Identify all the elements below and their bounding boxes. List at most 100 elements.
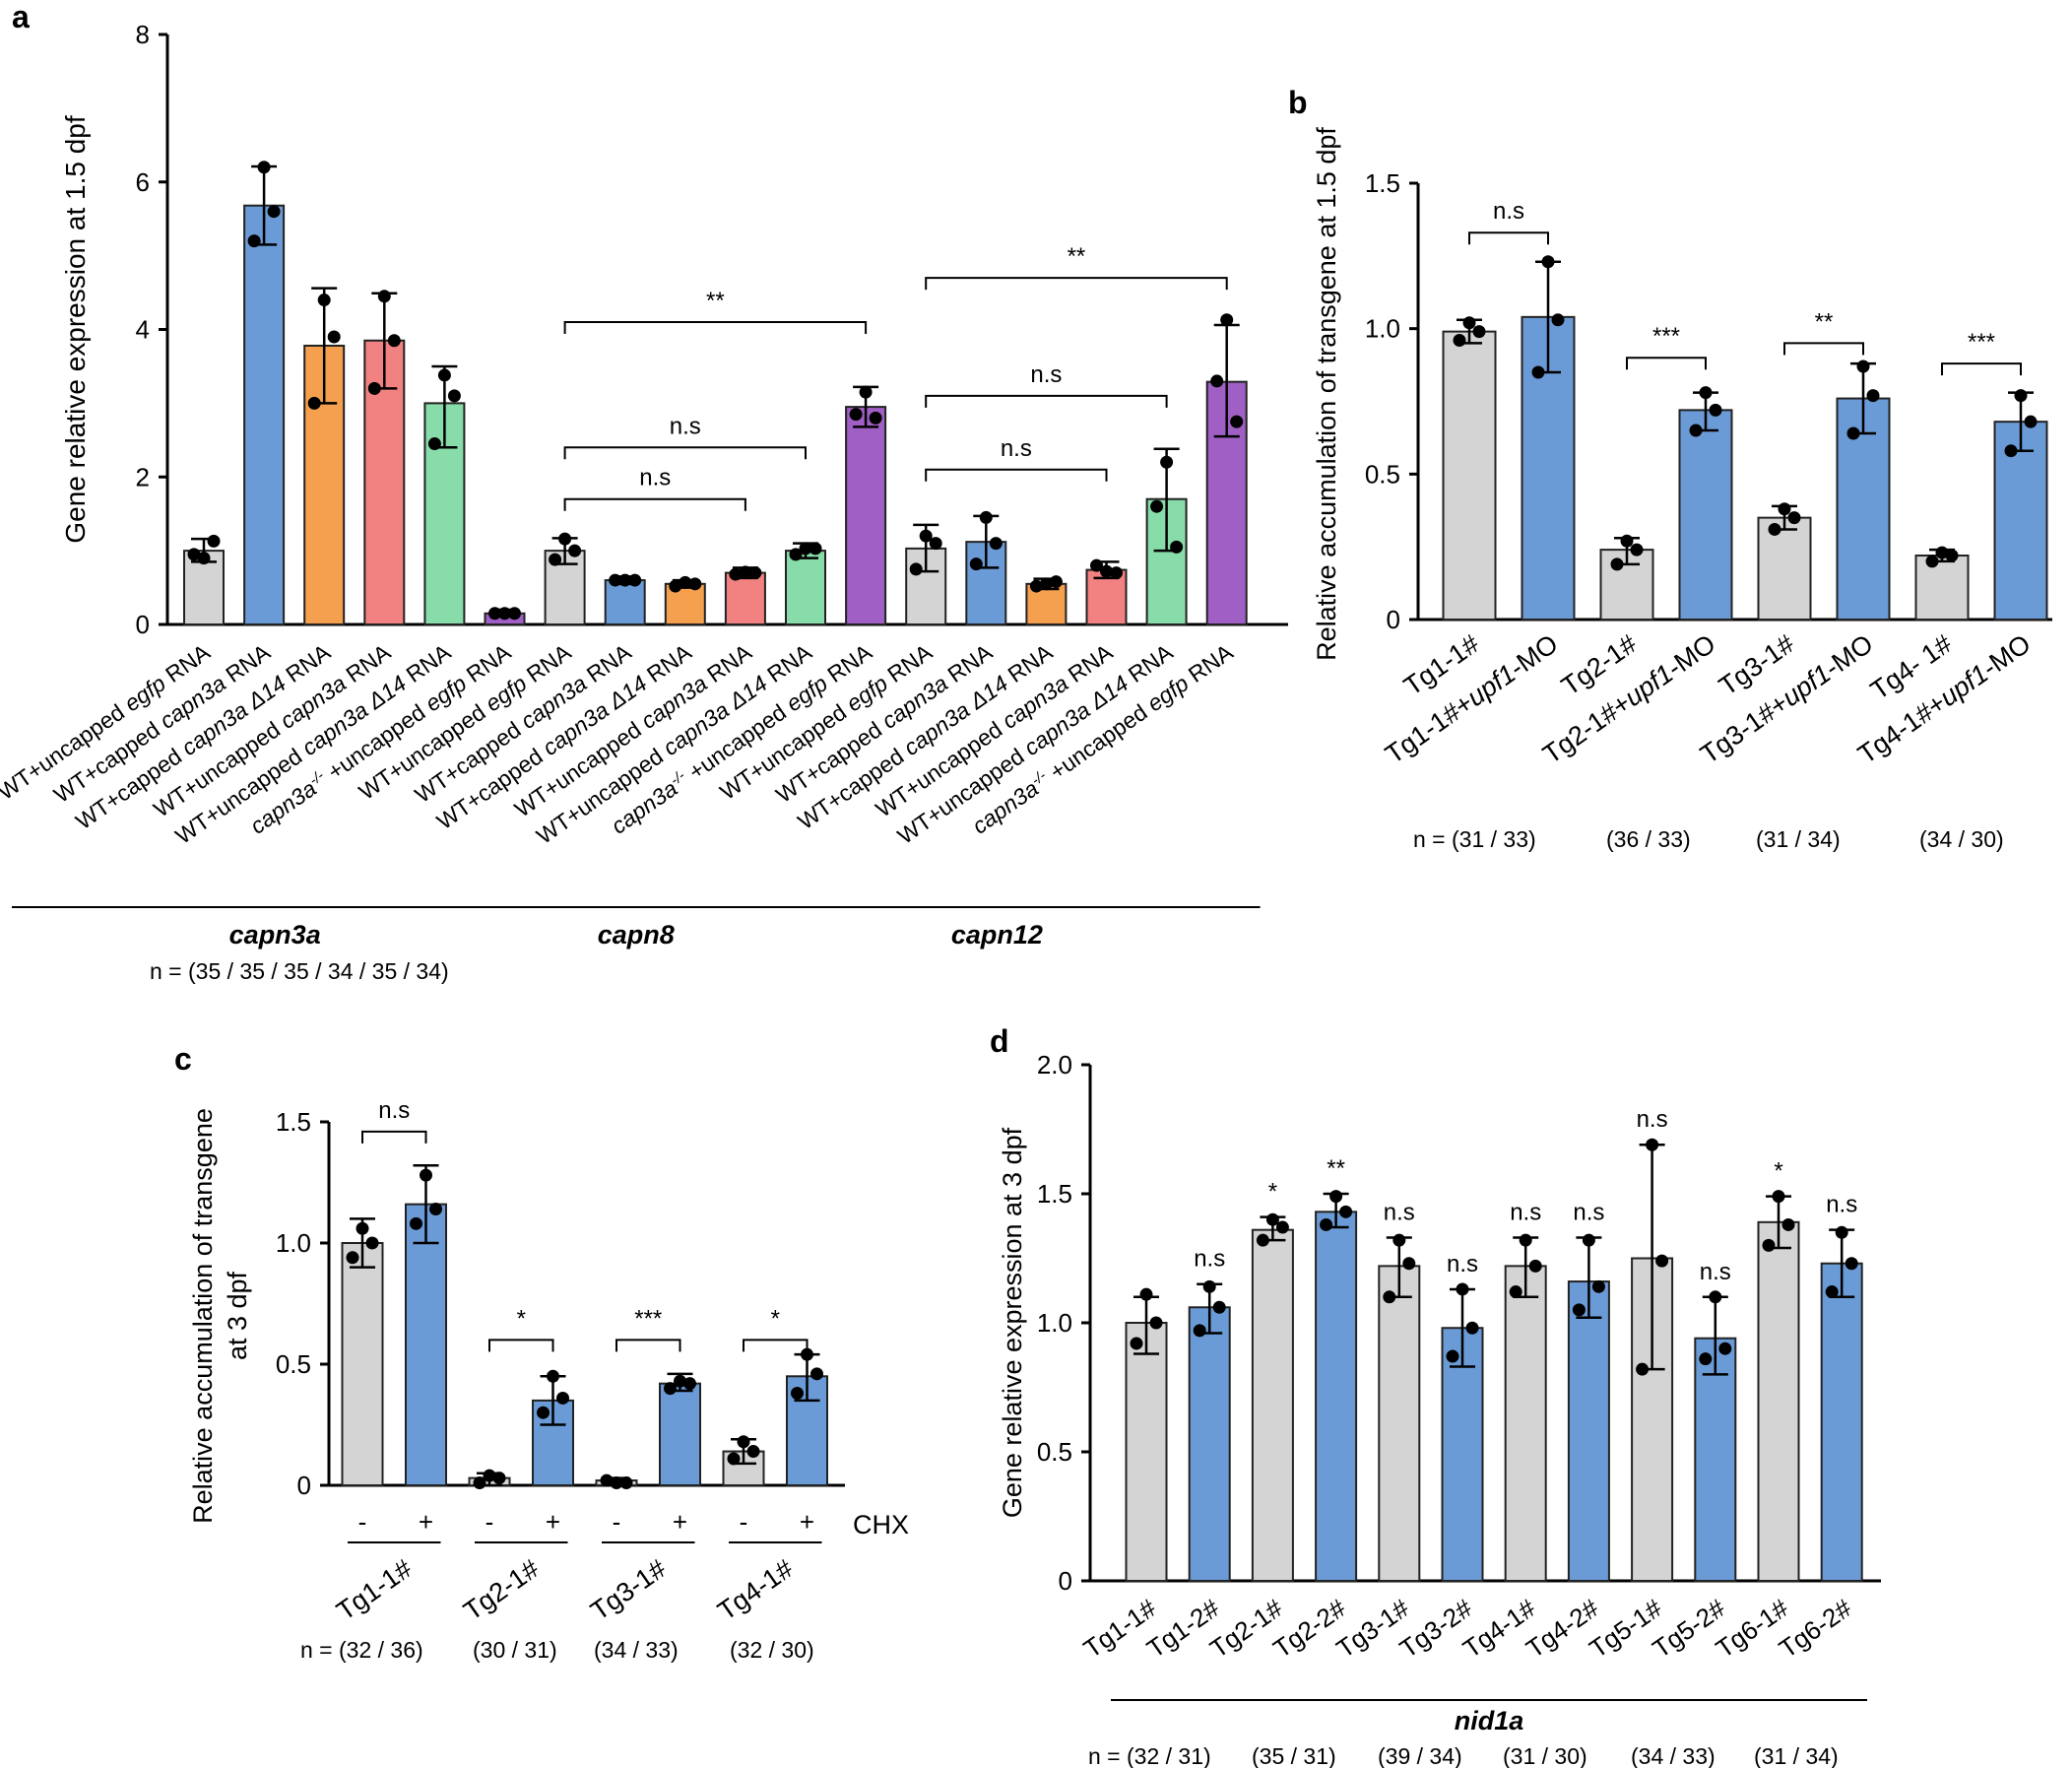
- panel-a-n-label: n = (35 / 35 / 35 / 34 / 35 / 34): [150, 958, 449, 984]
- panel-d-x-tick-label: Tg6-1#: [1711, 1593, 1794, 1664]
- panel-a-data-point: [558, 532, 572, 546]
- panel-c-x-tick-label: -: [613, 1507, 621, 1537]
- panel-b-bar: [1836, 397, 1891, 621]
- panel-b-data-point: [1866, 389, 1880, 403]
- panel-a-data-point: [789, 548, 803, 561]
- panel-d-significance-label: *: [1774, 1158, 1782, 1185]
- panel-a-data-point: [327, 330, 341, 344]
- panel-b-label: b: [1288, 85, 1308, 120]
- panel-a-data-point: [628, 573, 642, 587]
- panel-a-y-tick-label: 4: [136, 315, 150, 345]
- panel-c-data-point: [810, 1367, 823, 1381]
- panel-b-significance-bracket: [1468, 231, 1549, 245]
- panel-a-significance-bracket: [563, 497, 746, 511]
- panel-c-data-point: [801, 1347, 813, 1361]
- panel-d-data-point: [1446, 1349, 1459, 1363]
- panel-a-group-label: capn8: [598, 920, 675, 949]
- panel-b-data-point: [1541, 255, 1555, 269]
- panel-a-data-point: [669, 579, 682, 593]
- panel-c-data-point: [537, 1406, 550, 1419]
- panel-a-data-point: [869, 411, 882, 425]
- panel-a-data-point: [488, 607, 501, 621]
- panel-d-bar: [1820, 1262, 1863, 1582]
- panel-c-y-axis-title: at 3 dpf: [223, 1271, 252, 1360]
- panel-a-data-point: [267, 205, 281, 219]
- panel-c-x-tick-label: -: [740, 1507, 748, 1537]
- panel-d-x-tick-label: Tg1-1#: [1078, 1593, 1162, 1664]
- panel-a-significance-bracket: [563, 321, 868, 335]
- panel-d-data-point: [1825, 1285, 1839, 1299]
- panel-c-data-point: [791, 1387, 804, 1401]
- panel-b-data-point: [1768, 522, 1781, 536]
- panel-b-n-label: n = (31 / 33): [1413, 826, 1536, 852]
- panel-d-data-point: [1275, 1220, 1289, 1234]
- panel-d-n-label: (31 / 34): [1754, 1743, 1839, 1768]
- panel-a-data-point: [1170, 540, 1184, 554]
- panel-a-data-point: [679, 575, 692, 589]
- panel-a-data-point: [317, 294, 331, 307]
- panel-d-data-point: [1139, 1287, 1153, 1301]
- panel-c-data-point: [683, 1377, 696, 1391]
- panel-a-data-point: [498, 607, 511, 621]
- panel-d-bar: [1188, 1306, 1231, 1583]
- panel-c-significance-label: n.s: [378, 1097, 410, 1124]
- panel-a-chart: a Gene relative expression at 1.5 dpf 0 2 4 6…: [0, 0, 1288, 984]
- panel-a-data-point: [568, 544, 582, 557]
- panel-d-bar: [1251, 1228, 1294, 1583]
- panel-d-x-tick-label: Tg6-2#: [1774, 1593, 1857, 1664]
- panel-b-n-label: (36 / 33): [1606, 826, 1691, 852]
- panel-a-data-point: [307, 396, 321, 410]
- panel-a-data-point: [1039, 577, 1053, 591]
- panel-d-data-point: [1572, 1303, 1586, 1317]
- panel-a-data-point: [197, 552, 211, 565]
- panel-a-data-point: [809, 542, 822, 556]
- panel-d-bar: [1504, 1265, 1547, 1582]
- panel-a-bar: [785, 550, 826, 625]
- panel-c-x-tick-label: -: [486, 1507, 494, 1537]
- panel-c-significance-bracket: [488, 1339, 554, 1352]
- panel-d-n-label: n = (32 / 31): [1088, 1743, 1211, 1768]
- panel-d-data-point: [1212, 1300, 1226, 1314]
- panel-c-significance-label: *: [771, 1305, 780, 1332]
- panel-b-bar: [1757, 516, 1812, 622]
- panel-c-group-label: Tg3-1#: [585, 1553, 671, 1626]
- panel-b-data-point: [1472, 325, 1486, 339]
- panel-b-significance-label: ***: [1652, 323, 1680, 350]
- panel-b-data-point: [1462, 316, 1476, 330]
- panel-d-significance-label: n.s: [1194, 1246, 1225, 1273]
- panel-b-y-axis-title: Relative accumulation of transgene at 1.…: [1312, 127, 1341, 661]
- panel-a-data-point: [1110, 566, 1123, 580]
- panel-d-data-point: [1202, 1279, 1216, 1293]
- panel-d-data-point: [1329, 1190, 1343, 1204]
- panel-b-data-point: [1689, 424, 1703, 437]
- panel-b-data-point: [1709, 403, 1722, 417]
- panel-c-data-point: [483, 1469, 496, 1482]
- panel-a-data-point: [618, 573, 632, 587]
- panel-c-data-point: [547, 1369, 559, 1383]
- panel-c-data-point: [610, 1476, 623, 1490]
- panel-d-data-point: [1835, 1225, 1848, 1239]
- panel-b-data-point: [1778, 502, 1791, 516]
- panel-d-data-point: [1636, 1362, 1650, 1376]
- panel-a-data-point: [377, 290, 391, 303]
- panel-a-data-point: [1100, 564, 1113, 578]
- panel-c-bar: [405, 1203, 447, 1486]
- panel-c-data-point: [556, 1391, 569, 1405]
- panel-c-significance-bracket: [361, 1130, 427, 1144]
- panel-d-data-point: [1465, 1321, 1479, 1335]
- panel-a-significance-bracket: [925, 468, 1108, 482]
- panel-d-label: d: [990, 1023, 1009, 1059]
- panel-d-x-tick-label: Tg4-2#: [1521, 1593, 1604, 1664]
- panel-a-data-point: [549, 553, 562, 566]
- panel-b-y-tick-label: 0: [1387, 605, 1400, 634]
- panel-c-data-point: [619, 1476, 633, 1490]
- panel-d-data-point: [1781, 1217, 1795, 1231]
- panel-c-treatment-label: CHX: [853, 1510, 909, 1539]
- panel-d-data-point: [1149, 1316, 1163, 1330]
- panel-a-data-point: [247, 234, 261, 248]
- panel-a-data-point: [387, 334, 401, 348]
- panel-d-data-point: [1265, 1212, 1279, 1226]
- panel-d-n-label: (34 / 33): [1631, 1743, 1716, 1768]
- panel-b-data-point: [1856, 360, 1870, 373]
